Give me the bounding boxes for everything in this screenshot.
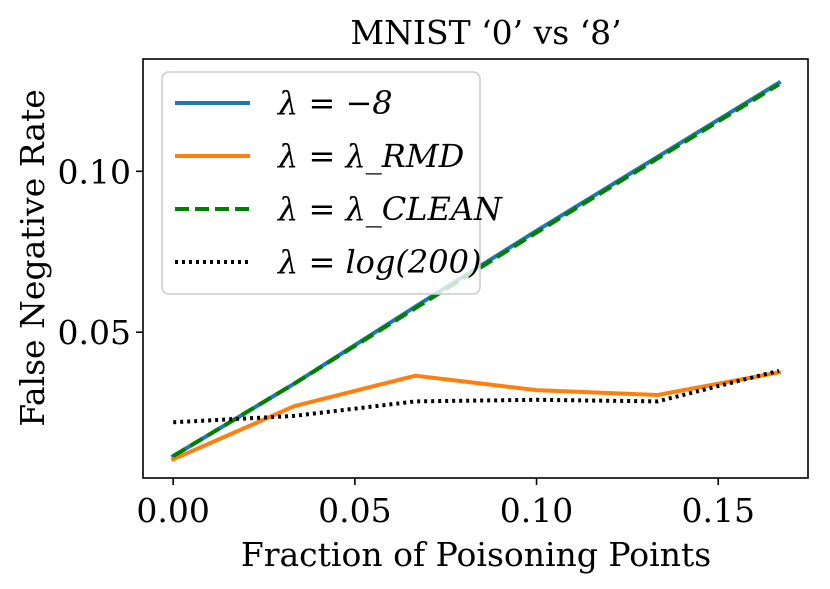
y-tick-label-0: 0.05	[58, 313, 131, 352]
series-line-3	[173, 368, 780, 425]
series-line-2	[172, 82, 780, 458]
legend-label-1: λ = λ_RMD	[276, 137, 464, 175]
plot-frame	[142, 58, 809, 479]
x-axis-label: Fraction of Poisoning Points	[241, 535, 711, 574]
y-axis-label: False Negative Rate	[13, 89, 52, 427]
x-tick-label-3: 0.15	[682, 491, 755, 530]
chart-title: MNIST ‘0’ vs ‘8’	[350, 13, 621, 52]
series-line-1	[170, 370, 782, 462]
y-tick-label-1: 0.10	[58, 152, 131, 191]
legend-label-0: λ = −8	[276, 84, 393, 122]
x-tick-label-2: 0.10	[500, 491, 573, 530]
plot-area: 0.00 0.05 0.10 0.15 0.05 0.10 λ = −8 λ = λ_RMD λ…	[58, 58, 809, 530]
x-tick-label-0: 0.00	[136, 491, 209, 530]
legend-label-3: λ = log(200)	[276, 243, 481, 281]
legend-box	[161, 71, 481, 295]
legend-label-2: λ = λ_CLEAN	[276, 190, 503, 228]
x-tick-label-1: 0.05	[318, 491, 391, 530]
